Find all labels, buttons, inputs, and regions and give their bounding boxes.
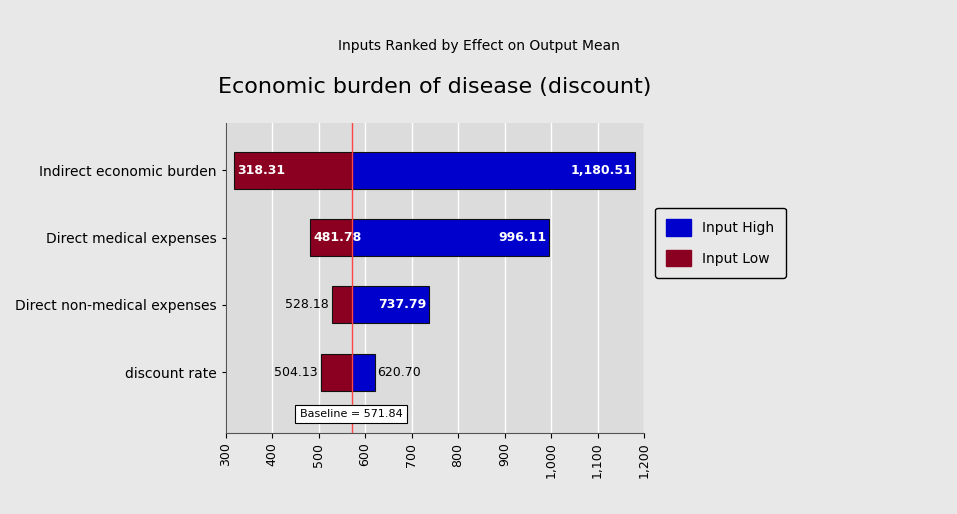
Text: Inputs Ranked by Effect on Output Mean: Inputs Ranked by Effect on Output Mean — [338, 39, 619, 53]
Text: 1,180.51: 1,180.51 — [570, 164, 633, 177]
Text: 481.78: 481.78 — [313, 231, 361, 244]
Bar — [352, 219, 549, 256]
Text: 996.11: 996.11 — [499, 231, 546, 244]
Bar — [352, 286, 429, 323]
Bar — [310, 219, 352, 256]
Title: Economic burden of disease (discount): Economic burden of disease (discount) — [218, 77, 652, 97]
Legend: Input High, Input Low: Input High, Input Low — [656, 208, 786, 278]
Text: 737.79: 737.79 — [378, 299, 427, 311]
Text: 318.31: 318.31 — [237, 164, 285, 177]
Text: 528.18: 528.18 — [285, 299, 329, 311]
Bar — [321, 354, 352, 391]
Text: 620.70: 620.70 — [377, 366, 421, 379]
Text: 504.13: 504.13 — [274, 366, 318, 379]
Bar — [332, 286, 352, 323]
Text: Baseline = 571.84: Baseline = 571.84 — [300, 409, 403, 419]
Bar — [234, 152, 352, 189]
Bar — [352, 152, 635, 189]
Bar — [352, 354, 375, 391]
